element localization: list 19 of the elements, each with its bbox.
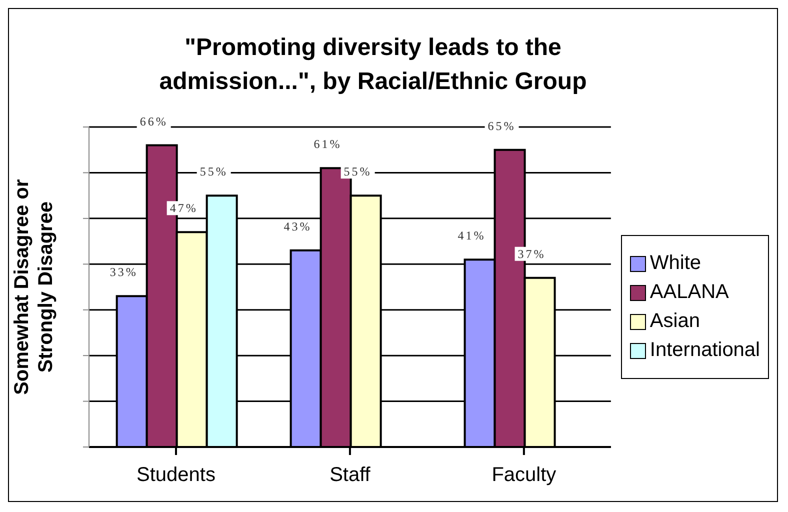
data-label: 55% xyxy=(200,164,228,179)
data-label: 37% xyxy=(518,246,546,261)
y-axis-title: Somewhat Disagree or Strongly Disagree xyxy=(11,178,57,395)
data-label: 55% xyxy=(344,164,372,179)
data-label: 41% xyxy=(458,228,486,243)
legend-label: White xyxy=(650,252,702,275)
x-tick-label: Faculty xyxy=(492,464,556,486)
chart-title: "Promoting diversity leads to the admission...", by Racial/Ethnic Group xyxy=(158,33,588,97)
legend-label: International xyxy=(650,339,760,362)
data-label: 66% xyxy=(140,114,168,128)
data-label: 33% xyxy=(110,265,138,280)
legend-label: Asian xyxy=(650,310,700,333)
data-label: 43% xyxy=(284,219,312,234)
x-tick-label: Students xyxy=(136,464,216,486)
data-label: 61% xyxy=(314,137,342,152)
legend-label: AALANA xyxy=(650,281,729,304)
data-label: 47% xyxy=(170,201,198,216)
data-label: 65% xyxy=(488,118,516,133)
x-tick-label: Staff xyxy=(330,464,371,486)
